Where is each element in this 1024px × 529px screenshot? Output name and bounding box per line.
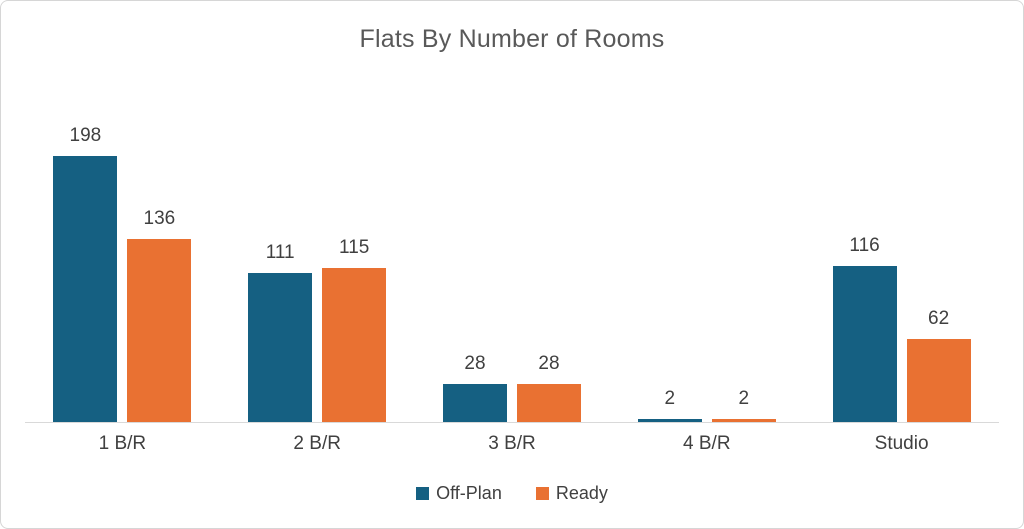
bar-col: 28 (516, 353, 581, 422)
category-label: 1 B/R (98, 433, 147, 454)
bar-value-label: 115 (339, 237, 370, 258)
bar-group-1-b-r: 198 136 (25, 91, 220, 422)
bar-off-plan (637, 419, 702, 422)
bar-off-plan (248, 273, 313, 422)
bar-col: 198 (53, 125, 118, 422)
x-axis-labels: 1 B/R 2 B/R 3 B/R 4 B/R Studio (25, 433, 999, 455)
bar-group-2-b-r: 111 115 (220, 91, 415, 422)
bar-off-plan (442, 384, 507, 422)
bar-value-label: 198 (69, 125, 102, 146)
plot-area: 198 136 111 115 28 28 2 2 116 62 (25, 91, 999, 423)
bar-ready (127, 239, 192, 422)
legend: Off-Plan Ready (1, 483, 1023, 504)
bar-col: 28 (442, 353, 507, 422)
category-label: 4 B/R (683, 433, 731, 454)
off-plan-swatch-icon (416, 487, 430, 500)
bar-col: 2 (711, 388, 776, 422)
legend-label-ready: Ready (555, 483, 608, 503)
bar-col: 115 (322, 237, 387, 422)
bar-group-studio: 116 62 (804, 91, 999, 422)
plot-wrap: 198 136 111 115 28 28 2 2 116 62 1 B/R 2 B/R 3 B/R 4… (25, 91, 999, 455)
bar-value-label: 2 (738, 388, 750, 409)
bar-value-label: 28 (538, 353, 560, 374)
category-label: 2 B/R (293, 433, 341, 454)
ready-swatch-icon (535, 487, 549, 500)
bar-value-label: 2 (664, 388, 676, 409)
legend-item-ready: Ready (535, 483, 608, 504)
bar-value-label: 116 (849, 235, 880, 256)
bar-ready (516, 384, 581, 422)
legend-item-off-plan: Off-Plan (416, 483, 502, 504)
legend-label-off-plan: Off-Plan (436, 483, 502, 503)
bar-off-plan (53, 156, 118, 422)
bar-off-plan (832, 266, 897, 422)
bar-col: 136 (127, 208, 192, 422)
bar-value-label: 62 (928, 308, 950, 329)
bar-value-label: 136 (143, 208, 176, 229)
bar-value-label: 28 (464, 353, 486, 374)
bar-ready (711, 419, 776, 422)
category-label: 3 B/R (488, 433, 536, 454)
bar-col: 62 (906, 308, 971, 422)
bar-group-3-b-r: 28 28 (415, 91, 610, 422)
chart-title: Flats By Number of Rooms (359, 25, 665, 53)
bar-ready (906, 339, 971, 422)
bar-col: 111 (248, 242, 313, 422)
bar-value-label: 111 (265, 242, 295, 263)
bar-col: 116 (832, 235, 897, 422)
category-label: Studio (874, 433, 929, 454)
bar-ready (322, 268, 387, 422)
bar-col: 2 (637, 388, 702, 422)
